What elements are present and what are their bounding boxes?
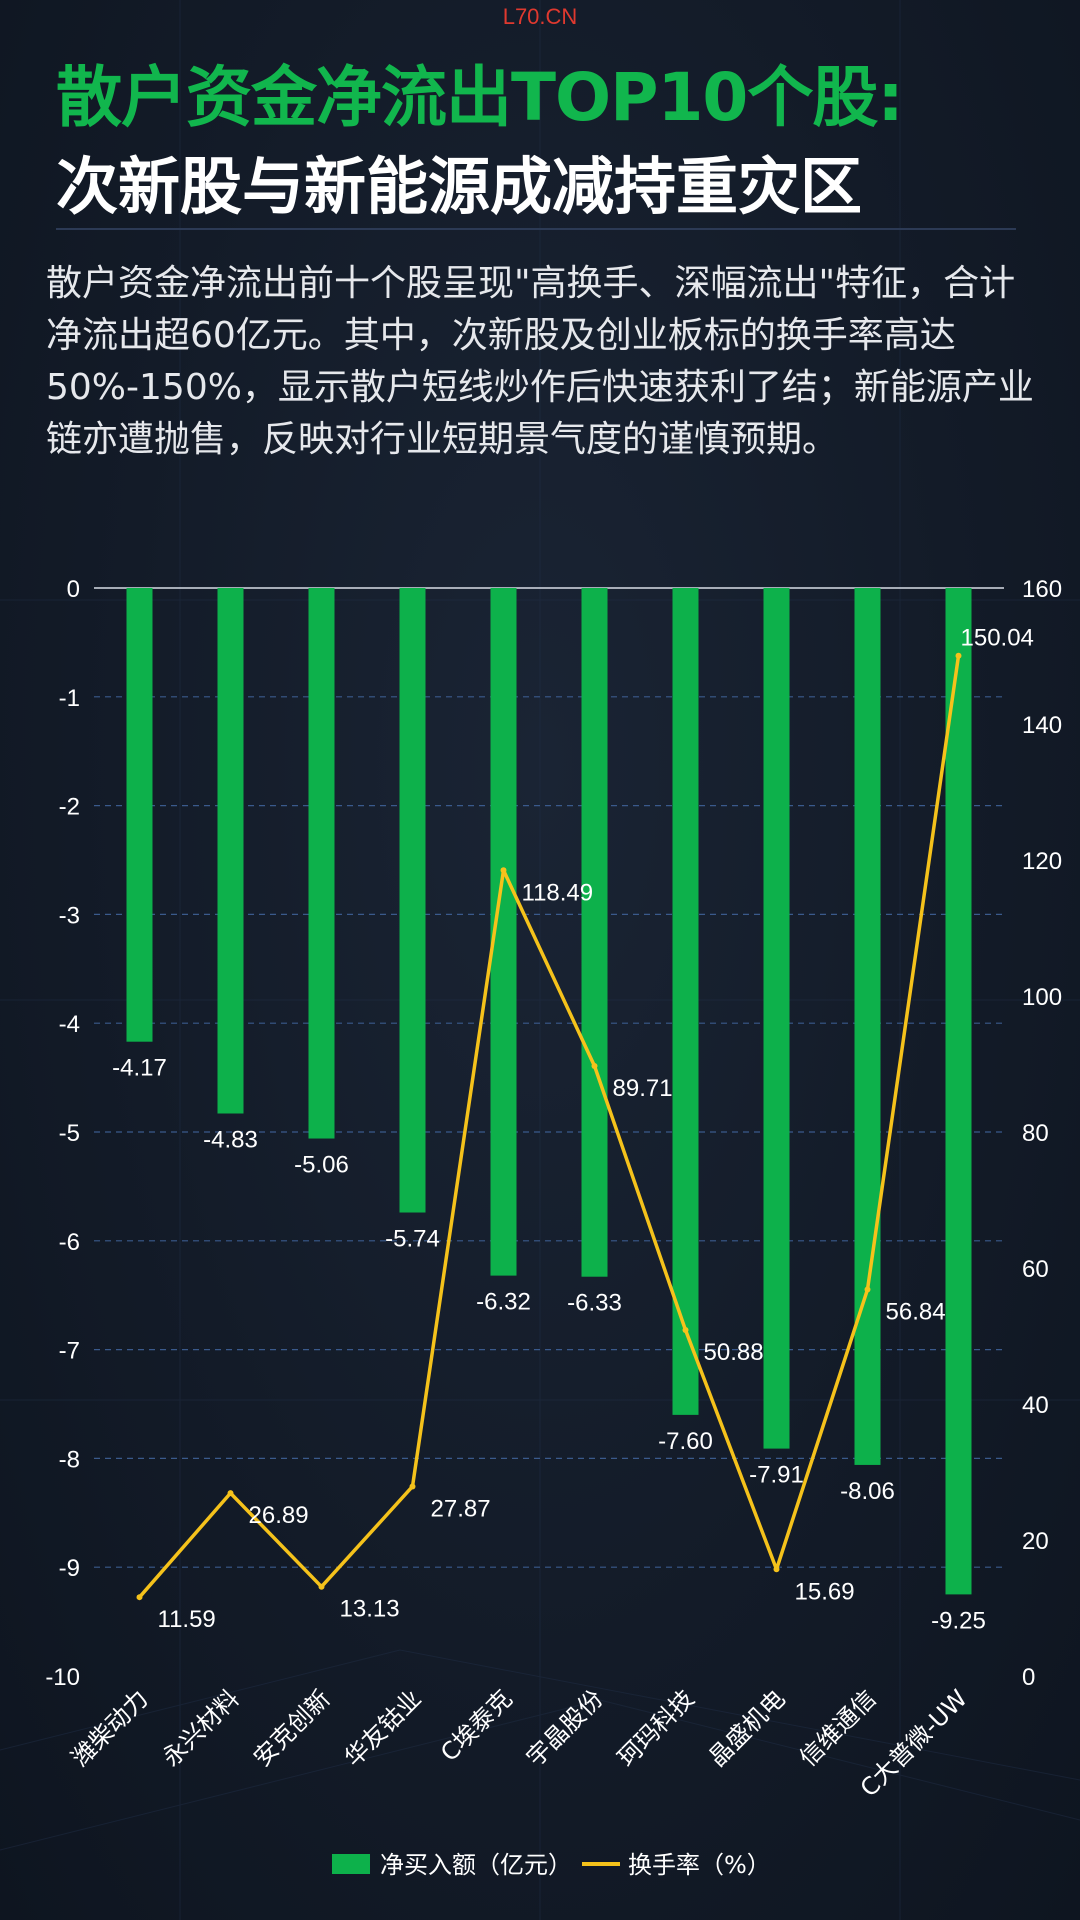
line-point: [682, 1327, 689, 1334]
watermark: L70.CN: [502, 4, 578, 29]
category-label: 晶盛机电: [703, 1684, 791, 1772]
category-label: 安克创新: [248, 1684, 336, 1772]
y-left-tick-label: -7: [59, 1338, 80, 1365]
y-right-tick-label: 160: [1022, 576, 1062, 603]
y-left-tick-label: -4: [59, 1011, 80, 1038]
line-point: [409, 1483, 416, 1490]
legend-line-label: 换手率（%）: [628, 1851, 771, 1879]
line-point: [955, 652, 962, 659]
line-point: [864, 1286, 871, 1293]
line-value-label: 89.71: [613, 1075, 673, 1102]
y-left-tick-label: -10: [45, 1664, 80, 1691]
legend-bar-label: 净买入额（亿元）: [380, 1851, 572, 1879]
line-value-label: 11.59: [158, 1606, 216, 1633]
header-divider: [56, 228, 1016, 230]
y-left-tick-label: 0: [67, 576, 80, 603]
line-value-label: 27.87: [431, 1495, 491, 1522]
category-label: 华友钴业: [339, 1684, 427, 1772]
bar-value-label: -4.17: [112, 1055, 167, 1082]
page-subtitle: 次新股与新能源成减持重灾区: [56, 150, 863, 223]
y-right-tick-label: 0: [1022, 1664, 1035, 1691]
bar-value-label: -6.32: [476, 1289, 531, 1316]
category-label: 宇晶股份: [521, 1684, 609, 1772]
bar: [581, 588, 608, 1277]
category-label: 永兴材料: [157, 1684, 245, 1772]
category-label: C埃泰克: [435, 1684, 518, 1767]
y-right-tick-label: 140: [1022, 712, 1062, 739]
category-label: 信维通信: [794, 1684, 882, 1772]
y-left-tick-label: -6: [59, 1229, 80, 1256]
bar: [399, 588, 426, 1213]
category-label: 珂玛科技: [612, 1684, 700, 1772]
summary-text: 散户资金净流出前十个股呈现"高换手、深幅流出"特征，合计净流出超60亿元。其中，…: [46, 263, 1034, 460]
line-point: [500, 867, 507, 874]
line-value-label: 50.88: [704, 1339, 764, 1366]
bar: [945, 588, 972, 1595]
line-value-label: 13.13: [340, 1596, 400, 1623]
bar: [854, 588, 881, 1465]
page-title: 散户资金净流出TOP10个股:: [56, 59, 904, 136]
bar-value-label: -6.33: [567, 1290, 622, 1317]
line-value-label: 56.84: [886, 1298, 946, 1325]
y-left-tick-label: -2: [59, 794, 80, 821]
y-right-tick-label: 60: [1022, 1256, 1049, 1283]
y-right-tick-label: 80: [1022, 1120, 1049, 1147]
y-left-tick-label: -1: [59, 685, 80, 712]
bar-value-label: -5.74: [385, 1226, 440, 1253]
line-point: [591, 1062, 598, 1069]
bar: [308, 588, 335, 1139]
legend-bar-swatch: [332, 1854, 370, 1874]
bar: [763, 588, 790, 1449]
line-value-label: 26.89: [249, 1502, 309, 1529]
line-point: [318, 1583, 325, 1590]
line-value-label: 150.04: [961, 625, 1034, 652]
y-left-tick-label: -5: [59, 1120, 80, 1147]
y-right-tick-label: 100: [1022, 984, 1062, 1011]
bar: [126, 588, 153, 1042]
y-left-tick-label: -8: [59, 1446, 80, 1473]
bar-value-label: -5.06: [294, 1152, 349, 1179]
bar-value-label: -7.60: [658, 1428, 713, 1455]
y-left-tick-label: -3: [59, 902, 80, 929]
category-label: 潍柴动力: [66, 1684, 154, 1772]
bar-value-label: -7.91: [749, 1462, 804, 1489]
y-left-tick-label: -9: [59, 1555, 80, 1582]
bar: [672, 588, 699, 1415]
line-point: [773, 1566, 780, 1573]
bar: [217, 588, 244, 1114]
y-right-tick-label: 40: [1022, 1392, 1049, 1419]
line-value-label: 15.69: [795, 1578, 855, 1605]
turnover-line: [138, 655, 961, 1599]
bar-value-label: -8.06: [840, 1478, 895, 1505]
line-point: [227, 1490, 234, 1497]
line-point: [136, 1594, 143, 1601]
y-right-tick-label: 20: [1022, 1528, 1049, 1555]
bar-value-label: -4.83: [203, 1127, 258, 1154]
line-value-label: 118.49: [522, 879, 594, 906]
y-right-tick-label: 120: [1022, 848, 1062, 875]
bar-value-label: -9.25: [931, 1607, 986, 1634]
